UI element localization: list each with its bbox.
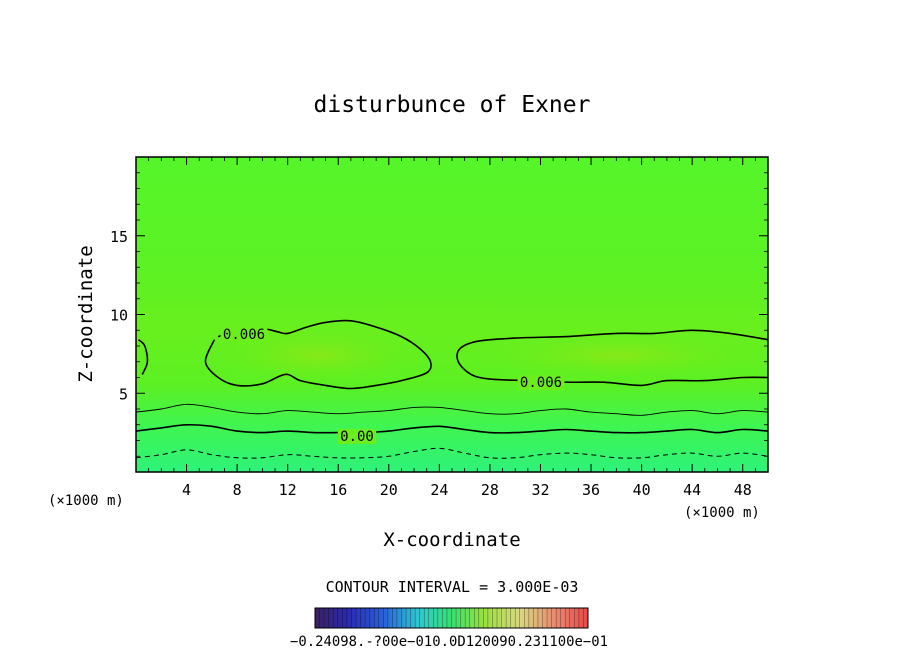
colorbar-tick-labels: −0.24098.‐?00e−010.0D120090.231100e−01	[290, 634, 608, 650]
x-tick-label: 16	[329, 481, 347, 499]
contour-label: 0.006	[520, 375, 562, 391]
contour-line	[456, 329, 768, 387]
contour-label-bg	[220, 327, 268, 342]
x-axis: 4 8 12 16 20 24 28 32 36 40 44 48	[148, 157, 756, 499]
x-tick-label: 12	[279, 481, 297, 499]
x-tick-label: 8	[233, 481, 242, 499]
contour-line	[136, 447, 768, 459]
field-bubble-right	[468, 331, 768, 379]
contour-label-bg	[337, 429, 377, 444]
contour-lines	[136, 319, 768, 459]
x-tick-label: 4	[182, 481, 191, 499]
contour-line	[136, 403, 768, 416]
y-unit-label: (×1000 m)	[48, 493, 124, 509]
colorbar: −0.24098.‐?00e−010.0D120090.231100e−01	[290, 607, 608, 650]
contour-line	[204, 319, 432, 390]
x-tick-label: 24	[430, 481, 448, 499]
contour-label: 0.00	[340, 429, 374, 445]
y-axis-label: Z-coordinate	[75, 245, 97, 382]
x-tick-label: 28	[481, 481, 499, 499]
contour-label-bg	[517, 375, 565, 390]
y-axis: 5 10 15	[110, 172, 768, 457]
x-unit-label: (×1000 m)	[684, 505, 760, 521]
contour-label: 0.006	[223, 327, 265, 343]
y-tick-label: 15	[110, 228, 128, 246]
contour-line	[136, 423, 768, 434]
field-fill	[136, 157, 768, 472]
x-tick-label: 48	[734, 481, 752, 499]
contour-field	[136, 157, 768, 472]
contour-interval-text: CONTOUR INTERVAL = 3.000E-03	[326, 578, 579, 596]
contour-line	[137, 339, 149, 375]
x-tick-label: 40	[633, 481, 651, 499]
x-tick-label: 36	[582, 481, 600, 499]
y-tick-label: 10	[110, 307, 128, 325]
contour-labels: 0.006 0.006 0.00	[220, 327, 565, 445]
x-tick-label: 44	[683, 481, 701, 499]
chart-title: disturbunce of Exner	[314, 92, 591, 118]
x-tick-label: 20	[380, 481, 398, 499]
y-tick-label: 5	[119, 385, 128, 403]
x-axis-label: X-coordinate	[383, 529, 520, 551]
x-tick-label: 32	[531, 481, 549, 499]
colorbar-stripes	[314, 608, 589, 628]
